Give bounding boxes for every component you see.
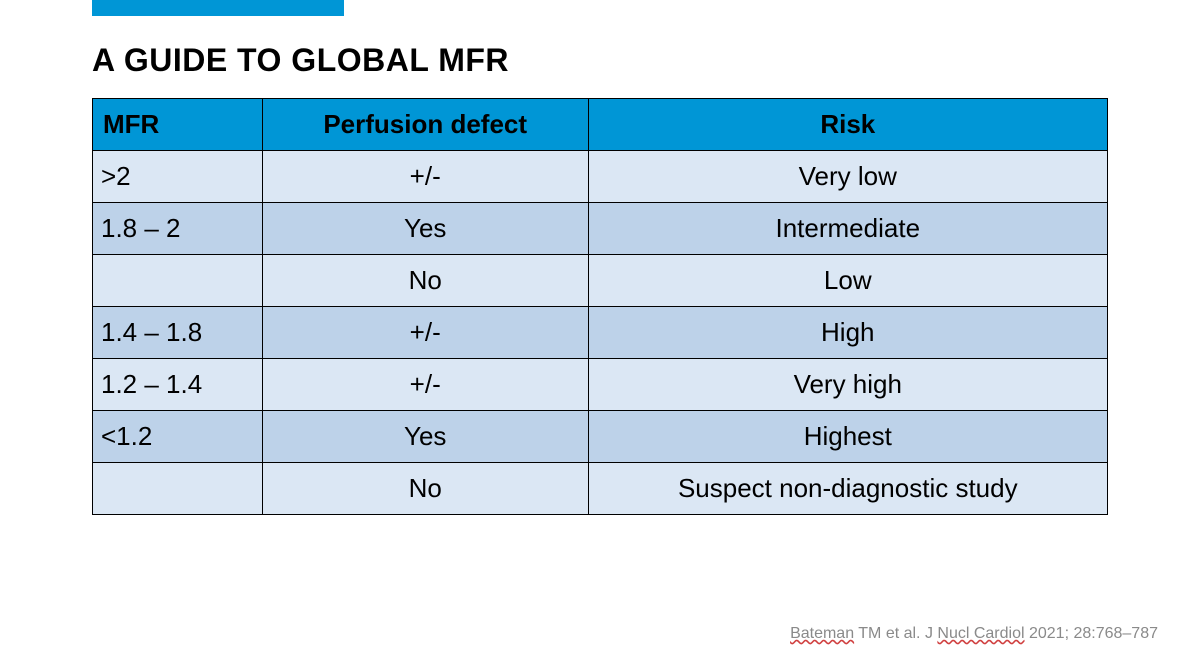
cell-mfr: 1.4 – 1.8	[93, 307, 263, 359]
cell-defect: No	[262, 255, 588, 307]
citation-text: TM et al. J	[854, 625, 937, 642]
table-row: 1.8 – 2 Yes Intermediate	[93, 203, 1108, 255]
cell-defect: +/-	[262, 307, 588, 359]
cell-risk: High	[588, 307, 1107, 359]
accent-bar	[92, 0, 344, 16]
citation-author: Bateman	[790, 625, 854, 642]
cell-defect: +/-	[262, 359, 588, 411]
cell-defect: +/-	[262, 151, 588, 203]
cell-mfr	[93, 463, 263, 515]
citation: Bateman TM et al. J Nucl Cardiol 2021; 2…	[790, 625, 1158, 643]
cell-defect: No	[262, 463, 588, 515]
mfr-table: MFR Perfusion defect Risk >2 +/- Very lo…	[92, 98, 1108, 515]
citation-text: 2021; 28:768–787	[1025, 625, 1158, 642]
cell-risk: Low	[588, 255, 1107, 307]
cell-risk: Very low	[588, 151, 1107, 203]
mfr-table-container: MFR Perfusion defect Risk >2 +/- Very lo…	[92, 98, 1108, 515]
cell-mfr: 1.2 – 1.4	[93, 359, 263, 411]
citation-journal: Nucl Cardiol	[937, 625, 1024, 642]
cell-risk: Intermediate	[588, 203, 1107, 255]
cell-mfr: >2	[93, 151, 263, 203]
table-row: No Suspect non-diagnostic study	[93, 463, 1108, 515]
table-row: 1.4 – 1.8 +/- High	[93, 307, 1108, 359]
cell-defect: Yes	[262, 411, 588, 463]
table-row: <1.2 Yes Highest	[93, 411, 1108, 463]
cell-risk: Suspect non-diagnostic study	[588, 463, 1107, 515]
cell-mfr: <1.2	[93, 411, 263, 463]
table-row: No Low	[93, 255, 1108, 307]
page-title: A GUIDE TO GLOBAL MFR	[92, 42, 509, 79]
table-row: 1.2 – 1.4 +/- Very high	[93, 359, 1108, 411]
table-row: >2 +/- Very low	[93, 151, 1108, 203]
col-header-defect: Perfusion defect	[262, 99, 588, 151]
table-header-row: MFR Perfusion defect Risk	[93, 99, 1108, 151]
cell-risk: Very high	[588, 359, 1107, 411]
cell-defect: Yes	[262, 203, 588, 255]
col-header-mfr: MFR	[93, 99, 263, 151]
cell-mfr: 1.8 – 2	[93, 203, 263, 255]
cell-mfr	[93, 255, 263, 307]
col-header-risk: Risk	[588, 99, 1107, 151]
cell-risk: Highest	[588, 411, 1107, 463]
